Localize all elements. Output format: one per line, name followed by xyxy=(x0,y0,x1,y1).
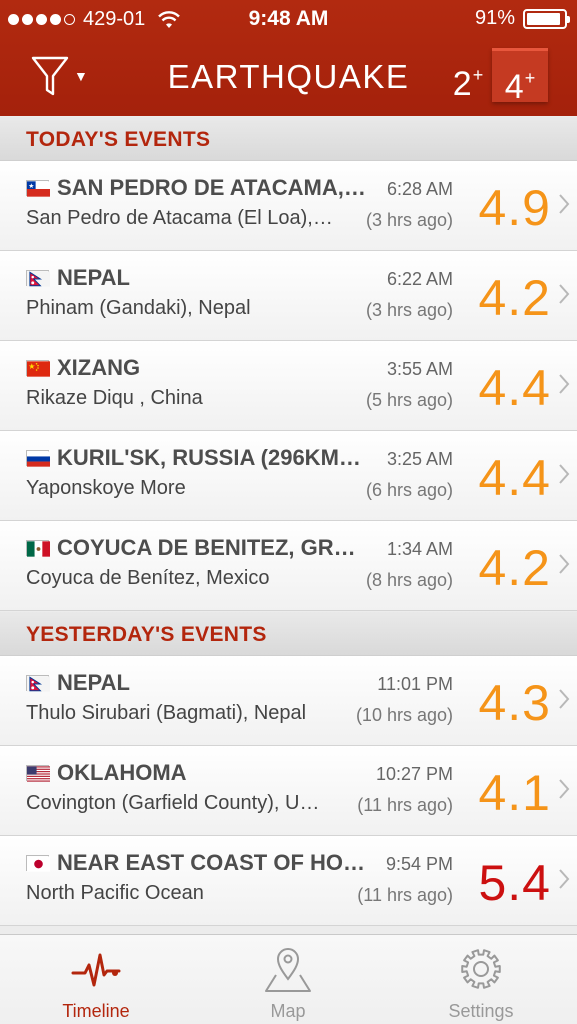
status-right: 91% xyxy=(474,7,570,30)
event-time-ago: (10 hrs ago) xyxy=(355,705,453,725)
magnitude-filter-sup: + xyxy=(472,65,484,85)
event-row[interactable]: XIZANG 3:55 AM Rikaze Diqu , China (5 hrs a… xyxy=(0,341,577,431)
event-magnitude: 4.3 xyxy=(478,675,551,731)
status-left: 429-01 xyxy=(8,8,181,31)
event-time: 10:27 PM xyxy=(375,764,453,784)
event-time: 3:55 AM xyxy=(386,359,453,379)
event-time: 6:28 AM xyxy=(386,179,453,199)
event-time: 11:01 PM xyxy=(377,674,453,694)
event-region: San Pedro de Atacama (El Loa),… xyxy=(26,207,333,229)
nav-bar: ▼ EARTHQUAKE 2+ 4+ xyxy=(0,40,577,116)
event-time-ago: (6 hrs ago) xyxy=(365,480,453,500)
status-bar: 429-01 9:48 AM 91% xyxy=(0,0,577,40)
chevron-right-icon xyxy=(559,689,570,709)
event-magnitude: 4.2 xyxy=(478,540,551,596)
wifi-icon xyxy=(158,10,181,28)
event-time: 9:54 PM xyxy=(385,854,453,874)
event-time-ago: (5 hrs ago) xyxy=(365,390,453,410)
event-row[interactable]: KURIL'SK, RUSSIA (296KM… 3:25 AM Yaponskoy… xyxy=(0,431,577,521)
mexico-flag-icon xyxy=(26,540,50,557)
event-magnitude: 5.4 xyxy=(478,855,551,911)
section-header-today: TODAY'S EVENTS xyxy=(0,117,577,161)
tab-label: Settings xyxy=(448,1001,514,1021)
event-region: Rikaze Diqu , China xyxy=(26,387,203,409)
japan-flag-icon xyxy=(26,855,50,872)
event-magnitude: 4.9 xyxy=(478,180,551,236)
magnitude-filter-4plus[interactable]: 4+ xyxy=(492,48,548,106)
section-header-yesterday: YESTERDAY'S EVENTS xyxy=(0,612,577,656)
filter-button[interactable]: ▼ xyxy=(30,52,90,100)
magnitude-filter-value: 4 xyxy=(504,68,524,106)
chevron-right-icon xyxy=(559,194,570,214)
event-region: Thulo Sirubari (Bagmati), Nepal xyxy=(26,702,307,724)
battery-fill xyxy=(527,12,560,25)
nepal-flag-icon xyxy=(26,270,50,287)
event-magnitude: 4.4 xyxy=(478,360,551,416)
event-time: 6:22 AM xyxy=(386,269,453,289)
event-time-ago: (3 hrs ago) xyxy=(365,210,453,230)
event-time-ago: (3 hrs ago) xyxy=(365,300,453,320)
chile-flag-icon xyxy=(26,180,50,197)
chevron-right-icon xyxy=(559,779,570,799)
event-place: NEPAL xyxy=(57,670,130,695)
app-header: 429-01 9:48 AM 91% ▼ EARTHQUAKE 2+ xyxy=(0,0,577,116)
tab-map[interactable]: Map xyxy=(192,935,384,1024)
china-flag-icon xyxy=(26,360,50,377)
event-magnitude: 4.4 xyxy=(478,450,551,506)
magnitude-filter-value: 2 xyxy=(452,65,472,103)
event-time-ago: (11 hrs ago) xyxy=(357,885,453,905)
russia-flag-icon xyxy=(26,450,50,467)
event-row[interactable]: SAN PEDRO DE ATACAMA,… 6:28 AM San Pedro d… xyxy=(0,161,577,251)
tab-label: Timeline xyxy=(62,1001,130,1021)
event-place: SAN PEDRO DE ATACAMA,… xyxy=(57,175,366,200)
event-time: 1:34 AM xyxy=(386,539,453,559)
event-place: XIZANG xyxy=(57,355,141,380)
battery-percent: 91% xyxy=(474,7,515,29)
event-magnitude: 4.2 xyxy=(478,270,551,326)
event-region: Covington (Garfield County), U… xyxy=(26,792,320,814)
nepal-flag-icon xyxy=(26,675,50,692)
funnel-icon xyxy=(31,56,69,96)
event-magnitude: 4.1 xyxy=(478,765,551,821)
tab-timeline[interactable]: Timeline xyxy=(0,935,192,1024)
chevron-right-icon xyxy=(559,284,570,304)
tab-settings[interactable]: Settings xyxy=(385,935,577,1024)
tab-label: Map xyxy=(270,1001,306,1021)
event-region: North Pacific Ocean xyxy=(26,882,204,904)
event-place: NEAR EAST COAST OF HO… xyxy=(57,850,366,875)
gear-teeth xyxy=(461,949,501,989)
page-title: EARTHQUAKE xyxy=(167,58,410,95)
event-place: NEPAL xyxy=(57,265,130,290)
event-place: COYUCA DE BENITEZ, GR… xyxy=(57,535,356,560)
chevron-right-icon xyxy=(559,464,570,484)
chevron-right-icon xyxy=(559,374,570,394)
heartbeat-icon xyxy=(71,953,121,987)
tab-bar: Timeline Map Settings xyxy=(0,934,577,1024)
status-time: 9:48 AM xyxy=(248,7,329,30)
event-region: Phinam (Gandaki), Nepal xyxy=(26,297,251,319)
event-region: Yaponskoye More xyxy=(26,477,186,499)
event-row[interactable]: NEPAL 6:22 AM Phinam (Gandaki), Nepal (3 hr… xyxy=(0,251,577,341)
chevron-down-icon: ▼ xyxy=(74,68,88,84)
map-pin-icon xyxy=(265,948,311,992)
event-time-ago: (11 hrs ago) xyxy=(357,795,453,815)
gear-icon xyxy=(461,949,501,989)
event-time-ago: (8 hrs ago) xyxy=(365,570,453,590)
event-row[interactable]: OKLAHOMA 10:27 PM Covington (Garfield Coun… xyxy=(0,746,577,836)
event-place: OKLAHOMA xyxy=(57,760,187,785)
magnitude-filter-sup: + xyxy=(524,68,536,88)
event-row[interactable]: COYUCA DE BENITEZ, GR… 1:34 AM Coyuca de B… xyxy=(0,521,577,611)
usa-flag-icon xyxy=(26,765,50,782)
event-row[interactable]: NEAR EAST COAST OF HO… 9:54 PM North Pacif… xyxy=(0,836,577,926)
event-time: 3:25 AM xyxy=(386,449,453,469)
battery-icon xyxy=(523,8,570,29)
chevron-right-icon xyxy=(559,554,570,574)
event-row[interactable]: NEPAL 11:01 PM Thulo Sirubari (Bagmati), N… xyxy=(0,656,577,746)
event-region: Coyuca de Benítez, Mexico xyxy=(26,567,270,589)
signal-strength-icon xyxy=(8,14,75,25)
chevron-right-icon xyxy=(559,869,570,889)
carrier-name: 429-01 xyxy=(83,8,146,30)
magnitude-filter-2plus[interactable]: 2+ xyxy=(440,48,496,103)
event-place: KURIL'SK, RUSSIA (296KM… xyxy=(57,445,361,470)
